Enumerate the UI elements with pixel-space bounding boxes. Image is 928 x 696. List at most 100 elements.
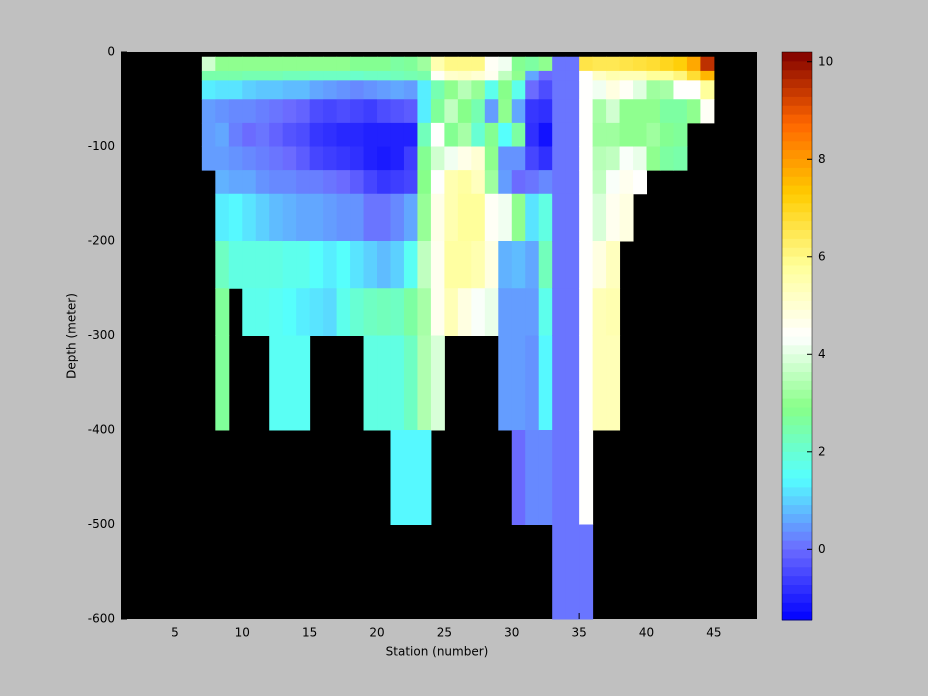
heatmap-cell [646,80,661,100]
heatmap-cell [592,335,607,431]
heatmap-cell [498,99,513,124]
colorbar-swatch [782,566,812,577]
heatmap-cell [538,80,553,100]
colorbar-swatch [782,336,812,346]
heatmap-cell [484,56,499,72]
colorbar-tick-label: 2 [818,444,826,458]
heatmap-cell [309,193,324,242]
colorbar-swatch [782,318,812,328]
heatmap-cell [201,56,216,72]
heatmap-cell [538,99,553,124]
heatmap-cell [552,430,567,525]
colorbar-swatch [782,114,812,124]
heatmap-cell [700,99,715,124]
colorbar-swatch [782,575,812,585]
x-axis-label: Station (number) [386,645,489,659]
heatmap-cell [377,80,391,100]
heatmap-cell [282,99,297,124]
heatmap-cell [309,70,324,81]
heatmap-cell [579,241,594,289]
heatmap-cell [403,70,418,81]
colorbar-swatch [782,549,812,559]
heatmap-cell [552,241,567,289]
heatmap-cell [269,146,284,171]
heatmap-cell [363,122,378,147]
heatmap-cell [403,99,418,124]
heatmap-cell [471,122,486,147]
heatmap-cell [471,99,486,124]
heatmap-cell [511,122,526,147]
colorbar-swatch [782,593,812,603]
heatmap-cell [444,146,459,171]
heatmap-cell [579,70,594,81]
heatmap-cell [296,241,311,289]
heatmap-cell [242,170,257,195]
heatmap-cell [215,146,230,171]
heatmap-cell [579,524,594,620]
colorbar-swatch [782,478,812,488]
heatmap-cell [606,288,621,336]
heatmap-cell [363,56,378,72]
heatmap-cell [511,99,526,124]
heatmap-cell [242,193,257,242]
heatmap-cell [552,288,567,336]
heatmap-cell [417,56,432,72]
heatmap-cell [444,193,459,242]
colorbar-swatch [782,247,812,257]
heatmap-cell [336,241,351,289]
colorbar-swatch [782,202,812,213]
heatmap-cell [417,193,432,242]
heatmap-cell [390,70,405,81]
heatmap-cell [323,80,338,100]
heatmap-cell [484,288,499,336]
y-tick-label: -300 [88,328,115,342]
heatmap-cell [659,122,674,147]
heatmap-cell [525,193,540,242]
heatmap-cell [606,56,621,72]
heatmap-cell [430,146,445,171]
colorbar-swatch [782,389,812,399]
heatmap-cell [390,56,405,72]
heatmap-cell [282,335,297,431]
colorbar-swatch [782,460,812,470]
colorbar-swatch [782,362,812,372]
colorbar-swatch [782,504,812,514]
colorbar-swatch [782,256,812,266]
heatmap-cell [619,99,634,124]
heatmap-cell [565,193,580,242]
heatmap-cell [377,288,391,336]
heatmap-cell [215,193,230,242]
heatmap-cell [659,146,674,171]
heatmap-cell [390,80,405,100]
colorbar-swatch [782,291,812,301]
heatmap-cell [377,193,391,242]
heatmap-cell [565,288,580,336]
colorbar-swatch [782,69,812,80]
heatmap-cell [457,193,472,242]
heatmap-cell [484,146,499,171]
heatmap-cell [350,241,365,289]
heatmap-cell [282,193,297,242]
y-tick-label: 0 [107,45,115,59]
heatmap-cell [606,241,621,289]
heatmap-cell [430,122,445,147]
colorbar-swatch [782,282,812,293]
colorbar-tick-label: 10 [818,54,833,68]
heatmap-cell [336,70,351,81]
heatmap-cell [390,430,405,525]
heatmap-cell [552,56,567,72]
heatmap-cell [282,70,297,81]
heatmap-cell [323,99,338,124]
heatmap-cell [538,335,553,431]
heatmap-cell [565,56,580,72]
heatmap-cell [552,70,567,81]
heatmap-cell [430,56,445,72]
heatmap-cell [659,99,674,124]
heatmap-cell [296,335,311,431]
heatmap-cell [377,122,391,147]
heatmap-cell [484,99,499,124]
heatmap-cell [282,241,297,289]
heatmap-cell [363,80,378,100]
heatmap-cell [215,56,230,72]
heatmap-cell [498,241,513,289]
